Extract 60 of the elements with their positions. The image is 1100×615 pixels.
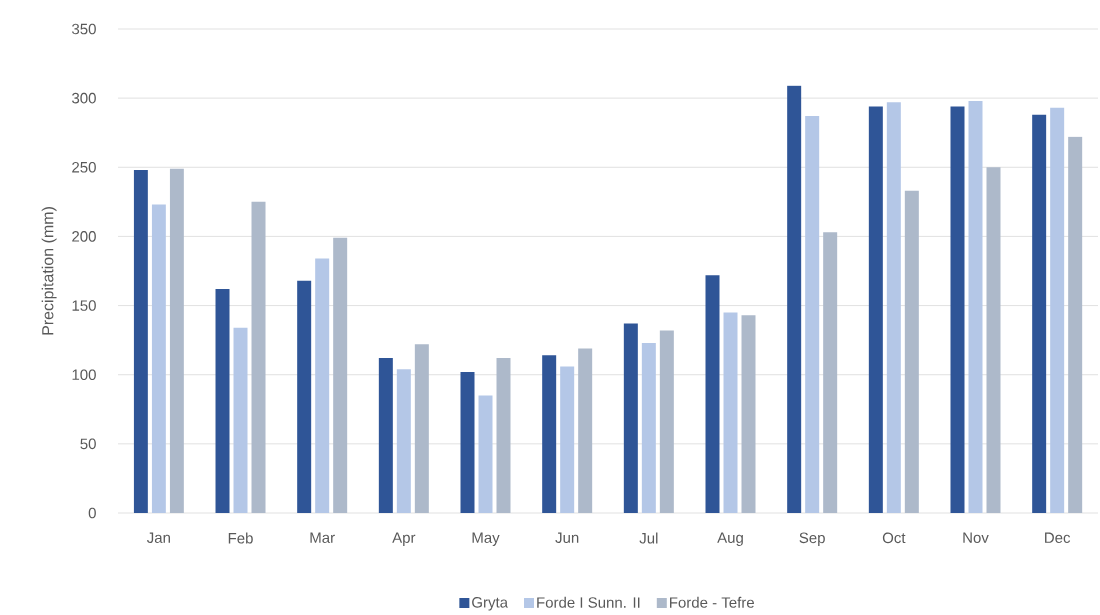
bar bbox=[868, 106, 883, 513]
bar bbox=[315, 258, 330, 513]
bar bbox=[950, 106, 965, 513]
bar bbox=[215, 288, 230, 513]
x-tick-label: Feb bbox=[228, 532, 253, 544]
bar bbox=[741, 315, 756, 513]
x-tick-label: Dec bbox=[1045, 532, 1071, 543]
bar bbox=[133, 170, 148, 513]
bar bbox=[333, 237, 348, 513]
bar bbox=[460, 371, 475, 513]
y-tick-label: 250 bbox=[72, 161, 96, 173]
legend-label: Gryta bbox=[472, 597, 509, 611]
y-tick-label: 100 bbox=[72, 369, 96, 381]
bar bbox=[904, 190, 919, 513]
y-tick-label: 0 bbox=[88, 507, 96, 519]
bar bbox=[1050, 107, 1065, 513]
bar bbox=[787, 85, 802, 513]
bar bbox=[641, 342, 656, 513]
x-tick-label: Jul bbox=[639, 532, 658, 544]
bar bbox=[823, 232, 838, 513]
x-tick-label: Mar bbox=[310, 532, 335, 543]
bar bbox=[1032, 114, 1047, 513]
bar bbox=[560, 366, 575, 513]
bar bbox=[496, 358, 511, 513]
x-tick-label: Jan bbox=[146, 532, 170, 543]
y-tick-label: 350 bbox=[72, 23, 96, 35]
bar bbox=[1068, 136, 1083, 513]
bar bbox=[886, 102, 901, 513]
x-tick-label: Aug bbox=[717, 532, 743, 546]
bar bbox=[805, 116, 820, 513]
bar bbox=[578, 348, 593, 513]
bar bbox=[169, 168, 184, 513]
legend-label: Forde I Sunn. II bbox=[537, 596, 640, 608]
x-tick-label: Sep bbox=[799, 532, 825, 547]
x-tick-label: Jun bbox=[555, 532, 579, 543]
bar bbox=[705, 275, 720, 513]
bar bbox=[623, 323, 638, 513]
bar bbox=[151, 204, 166, 513]
bar bbox=[968, 100, 983, 513]
x-tick-label: Nov bbox=[963, 532, 989, 543]
bar bbox=[233, 327, 248, 513]
x-tick-label: Oct bbox=[882, 532, 906, 544]
x-tick-label: May bbox=[472, 532, 500, 546]
bar bbox=[396, 369, 411, 513]
y-tick-label: 300 bbox=[72, 92, 96, 104]
bar bbox=[659, 330, 674, 513]
legend-label: Forde - Tefre bbox=[670, 596, 754, 608]
bar bbox=[414, 344, 429, 513]
bar bbox=[297, 280, 312, 513]
bar bbox=[542, 355, 557, 513]
bar bbox=[378, 358, 393, 513]
y-tick-label: 200 bbox=[72, 231, 96, 242]
bar bbox=[478, 395, 493, 513]
y-tick-label: 150 bbox=[72, 300, 96, 311]
x-tick-label: Apr bbox=[392, 532, 416, 546]
bar bbox=[723, 312, 738, 513]
bar bbox=[986, 167, 1001, 513]
y-axis-title: Precipitation (mm) bbox=[41, 207, 57, 335]
bar bbox=[251, 201, 266, 513]
y-tick-label: 50 bbox=[80, 438, 96, 450]
